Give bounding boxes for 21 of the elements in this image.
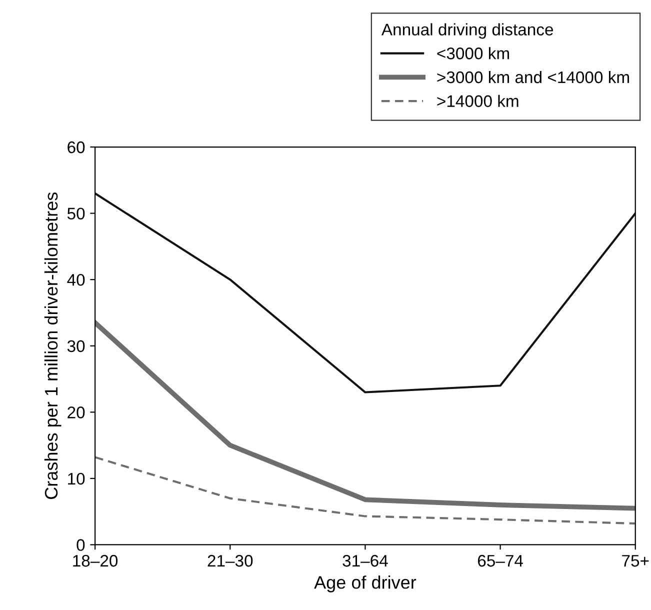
line-series bbox=[95, 192, 636, 394]
y-tick-label: 20 bbox=[68, 406, 85, 418]
x-tick-label: 75+ bbox=[622, 555, 649, 567]
y-tick-label: 10 bbox=[68, 472, 85, 485]
x-axis-title: Age of driver bbox=[314, 576, 416, 592]
y-axis-title: Crashes per 1 million driver-kilometres bbox=[44, 192, 62, 499]
x-tick-label: 21–30 bbox=[208, 554, 253, 567]
y-tick-label: 40 bbox=[67, 274, 85, 286]
x-tick-label: 18–20 bbox=[73, 554, 118, 567]
line-series bbox=[95, 456, 636, 525]
legend-title: Annual driving distance bbox=[381, 23, 554, 39]
x-tick-label: 31–64 bbox=[342, 554, 388, 567]
y-tick-label: 0 bbox=[76, 539, 85, 551]
legend-label: <3000 km bbox=[437, 47, 509, 60]
y-tick-label: 50 bbox=[67, 208, 85, 220]
legend-label: >3000 km and <14000 km bbox=[437, 70, 629, 84]
legend-label: >14000 km bbox=[437, 94, 518, 108]
line-series bbox=[95, 320, 636, 511]
x-tick-label: 65–74 bbox=[478, 554, 523, 567]
y-tick-label: 30 bbox=[67, 340, 85, 352]
y-tick-label: 60 bbox=[68, 141, 85, 154]
